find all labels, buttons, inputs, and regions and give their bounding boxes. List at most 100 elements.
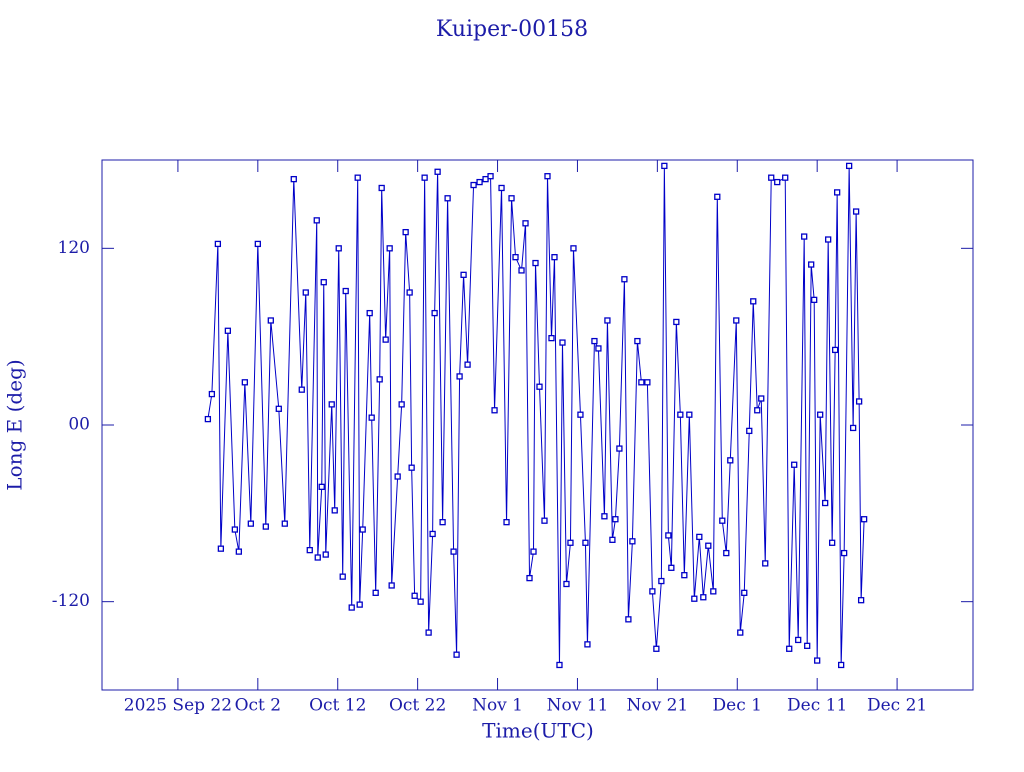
- data-point: [508, 195, 515, 202]
- data-point: [556, 661, 563, 669]
- data-point: [275, 405, 282, 412]
- data-point: [386, 245, 393, 252]
- x-axis-label: Time(UTC): [482, 719, 594, 743]
- data-point: [536, 383, 543, 390]
- data-point: [795, 636, 802, 644]
- data-point: [354, 174, 361, 181]
- data-point: [860, 516, 868, 523]
- data-point: [411, 592, 418, 599]
- data-point: [829, 539, 836, 546]
- x-tick-label: Nov 1: [472, 696, 523, 716]
- data-point: [453, 651, 460, 658]
- data-point: [691, 595, 698, 602]
- data-point: [705, 542, 712, 549]
- data-point: [638, 379, 645, 386]
- data-point: [700, 594, 707, 601]
- data-point: [616, 445, 623, 452]
- data-point: [331, 507, 338, 514]
- data-point: [214, 240, 222, 248]
- data-point: [306, 546, 313, 554]
- data-point: [604, 317, 611, 324]
- data-point: [376, 376, 383, 383]
- data-point: [609, 536, 616, 543]
- data-point: [563, 580, 570, 588]
- data-point: [348, 604, 355, 611]
- data-point: [366, 309, 373, 317]
- data-point: [530, 548, 537, 555]
- data-point: [801, 233, 808, 240]
- x-tick-label: Nov 11: [547, 696, 609, 716]
- data-point: [653, 645, 660, 652]
- data-point: [601, 513, 608, 520]
- data-point: [281, 520, 288, 527]
- data-point: [429, 530, 436, 538]
- data-point: [408, 464, 415, 471]
- data-point: [786, 645, 793, 652]
- x-tick-label: Dec 1: [713, 696, 762, 716]
- data-point: [686, 411, 693, 418]
- data-point: [584, 641, 591, 648]
- x-tick-label: Oct 22: [389, 696, 446, 716]
- data-point: [460, 271, 467, 278]
- plot-area: [204, 162, 868, 669]
- data-point: [577, 411, 584, 418]
- data-point: [625, 616, 632, 623]
- data-point: [487, 173, 494, 180]
- data-point: [512, 254, 519, 261]
- data-point: [254, 240, 261, 248]
- data-point: [612, 516, 619, 523]
- x-tick-label: Dec 11: [787, 696, 847, 716]
- data-point: [421, 174, 428, 181]
- data-point: [235, 548, 242, 555]
- x-tick-label: Oct 12: [309, 696, 366, 716]
- data-point: [727, 457, 734, 464]
- data-point: [402, 228, 409, 236]
- data-point: [356, 601, 363, 608]
- x-tick-label: 2025 Sep 22: [124, 696, 232, 716]
- data-point: [262, 523, 269, 530]
- data-point: [855, 398, 863, 405]
- data-point: [464, 361, 471, 368]
- data-point: [503, 519, 510, 526]
- x-tick-label: Oct 2: [235, 696, 282, 716]
- data-point: [417, 598, 424, 605]
- chart-title: Kuiper-00158: [436, 17, 588, 42]
- data-point: [388, 582, 395, 589]
- data-point: [398, 401, 405, 408]
- data-point: [774, 178, 781, 186]
- data-point: [498, 184, 505, 192]
- data-point: [551, 254, 558, 261]
- data-point: [595, 345, 602, 352]
- data-point: [677, 411, 684, 418]
- data-point: [247, 520, 254, 527]
- data-point: [394, 473, 401, 480]
- data-point: [661, 162, 668, 170]
- data-point: [791, 461, 798, 468]
- data-point: [482, 175, 489, 183]
- y-axis-label: Long E (deg): [3, 359, 27, 490]
- data-point: [840, 549, 848, 557]
- data-point: [406, 289, 413, 296]
- data-point: [208, 390, 216, 398]
- data-point: [741, 589, 748, 596]
- data-point: [817, 411, 824, 418]
- data-point: [314, 554, 321, 561]
- data-point: [834, 189, 841, 196]
- data-point: [822, 499, 829, 507]
- data-point: [522, 220, 529, 227]
- data-point: [629, 538, 636, 545]
- data-point: [750, 298, 757, 305]
- data-point: [811, 296, 818, 304]
- data-point: [204, 415, 212, 423]
- data-point: [302, 289, 309, 296]
- data-point: [368, 414, 375, 421]
- data-point: [439, 519, 446, 526]
- data-point: [217, 545, 225, 552]
- data-point: [714, 193, 721, 200]
- data-point: [342, 287, 349, 295]
- data-point: [649, 588, 656, 595]
- data-point: [634, 337, 641, 345]
- data-line: [207, 165, 865, 665]
- data-point: [808, 261, 815, 268]
